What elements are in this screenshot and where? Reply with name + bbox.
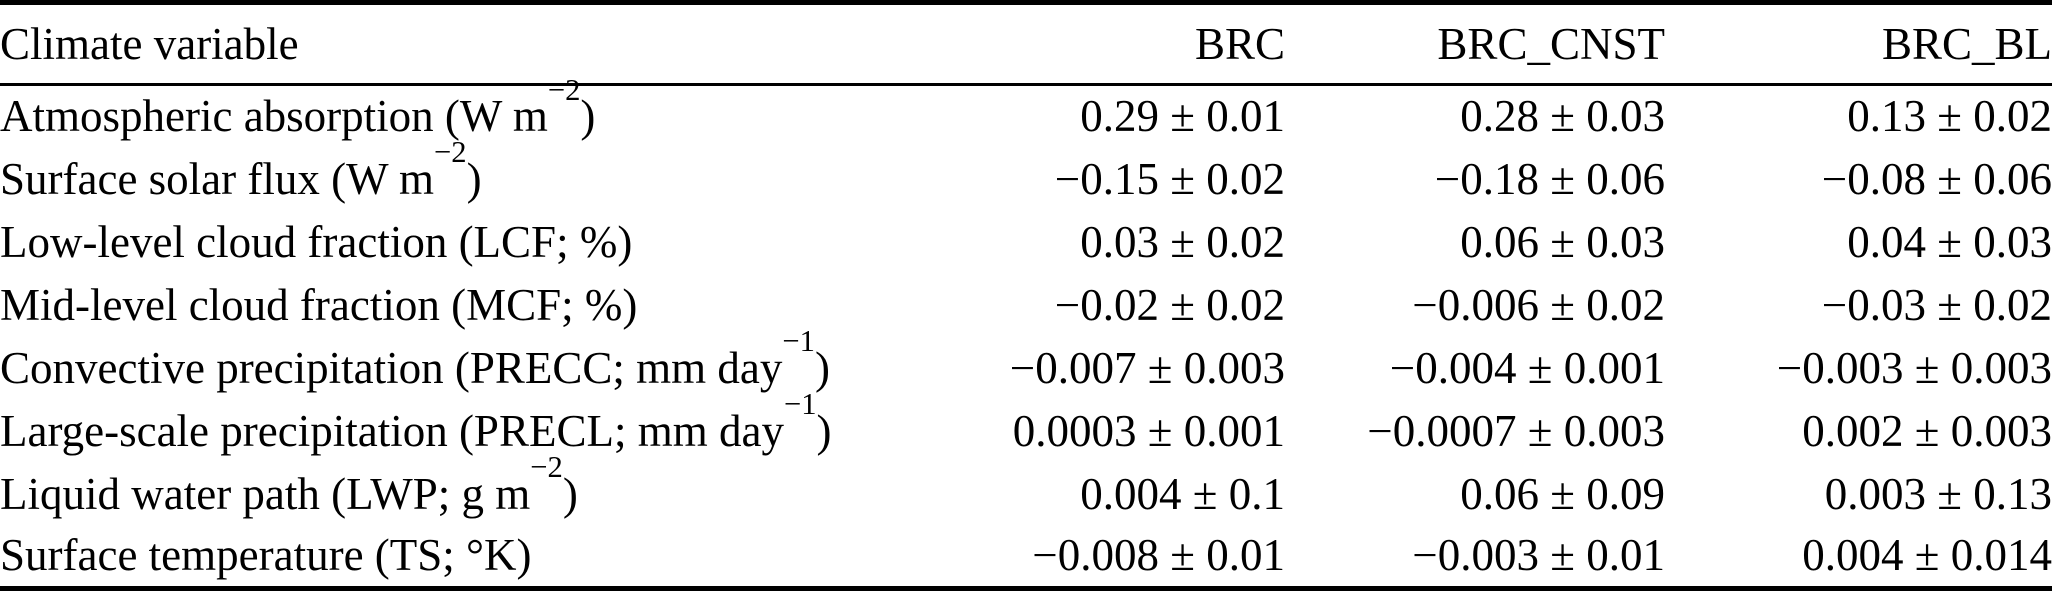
column-header-climate-variable: Climate variable [0,2,928,86]
value-cell-brc: −0.02 ± 0.02 [1054,279,1285,330]
variable-label-close: ) [466,153,482,204]
value-cell-brc: −0.008 ± 0.01 [1032,530,1285,581]
value-cell-brc-bl: 0.002 ± 0.003 [1802,405,2052,456]
variable-label: Large-scale precipitation (PRECL; mm day [0,405,784,456]
value-cell-brc: −0.15 ± 0.02 [1054,153,1285,204]
climate-variable-cell: Large-scale precipitation (PRECL; mm day… [0,389,928,463]
value-cell-brc: 0.0003 ± 0.001 [1012,405,1285,456]
table-row: Atmospheric absorption (W m−2) 0.29 ± 0.… [0,75,2052,148]
value-cell-brc: 0.03 ± 0.02 [1080,216,1285,267]
value-cell-brc-bl: −0.03 ± 0.02 [1821,279,2052,330]
variable-label-close: ) [580,91,596,142]
table-row: Large-scale precipitation (PRECL; mm day… [0,389,2052,463]
climate-variable-cell: Atmospheric absorption (W m−2) [0,75,928,148]
climate-variable-cell: Surface solar flux (W m−2) [0,137,928,211]
variable-label: Low-level cloud fraction (LCF; %) [0,216,633,267]
value-cell-brc-bl: −0.08 ± 0.06 [1821,153,2052,204]
variable-label: Liquid water path (LWP; g m [0,468,531,519]
value-cell-brc-cnst: 0.06 ± 0.03 [1460,216,1665,267]
variable-label: Surface solar flux (W m [0,153,435,204]
value-cell-brc-cnst: −0.0007 ± 0.003 [1367,405,1665,456]
value-cell-brc-cnst: −0.003 ± 0.01 [1412,530,1665,581]
variable-label-close: ) [562,468,578,519]
value-cell-brc-bl: 0.13 ± 0.02 [1847,91,2052,142]
table-row: Surface temperature (TS; °K) −0.008 ± 0.… [0,526,2052,589]
climate-variable-cell: Low-level cloud fraction (LCF; %) [0,211,928,274]
value-cell-brc-cnst: −0.18 ± 0.06 [1434,153,1665,204]
value-cell-brc-bl: 0.004 ± 0.014 [1802,530,2052,581]
climate-variable-cell: Liquid water path (LWP; g m−2) [0,452,928,526]
value-cell-brc: 0.004 ± 0.1 [1080,468,1285,519]
variable-label-close: ) [814,342,830,393]
unit-exponent: −2 [530,450,563,485]
value-cell-brc-cnst: −0.006 ± 0.02 [1412,279,1665,330]
unit-exponent: −1 [782,324,815,359]
value-cell-brc-cnst: 0.06 ± 0.09 [1460,468,1665,519]
value-cell-brc-bl: 0.003 ± 0.13 [1824,468,2052,519]
table-row: Liquid water path (LWP; g m−2) 0.004 ± 0… [0,452,2052,526]
climate-variable-cell: Surface temperature (TS; °K) [0,526,928,589]
table-row: Convective precipitation (PRECC; mm day−… [0,326,2052,400]
table-row: Low-level cloud fraction (LCF; %) 0.03 ±… [0,211,2052,274]
value-cell-brc-bl: 0.04 ± 0.03 [1847,216,2052,267]
unit-exponent: −2 [547,72,581,107]
variable-label: Surface temperature (TS; °K) [0,530,532,581]
unit-exponent: −2 [434,135,467,170]
value-cell-brc-cnst: −0.004 ± 0.001 [1389,342,1665,393]
value-cell-brc-bl: −0.003 ± 0.003 [1776,342,2052,393]
variable-label: Atmospheric absorption (W m [0,91,548,142]
table-row: Surface solar flux (W m−2) −0.15 ± 0.02 … [0,137,2052,211]
climate-variable-cell: Mid-level cloud fraction (MCF; %) [0,274,928,337]
variable-label: Mid-level cloud fraction (MCF; %) [0,279,638,330]
variable-label: Convective precipitation (PRECC; mm day [0,342,783,393]
variable-label-close: ) [816,405,832,456]
unit-exponent: −1 [783,387,817,422]
value-cell-brc-cnst: 0.28 ± 0.03 [1460,91,1665,142]
climate-variable-cell: Convective precipitation (PRECC; mm day−… [0,326,928,400]
value-cell-brc: 0.29 ± 0.01 [1080,91,1285,142]
column-header-brc-bl: BRC_BL [1665,2,2052,86]
table-row: Mid-level cloud fraction (MCF; %) −0.02 … [0,274,2052,337]
column-header-brc: BRC [928,2,1285,86]
column-header-brc-cnst: BRC_CNST [1285,2,1665,86]
header-row: Climate variable BRC BRC_CNST BRC_BL [0,2,2052,86]
value-cell-brc: −0.007 ± 0.003 [1009,342,1285,393]
